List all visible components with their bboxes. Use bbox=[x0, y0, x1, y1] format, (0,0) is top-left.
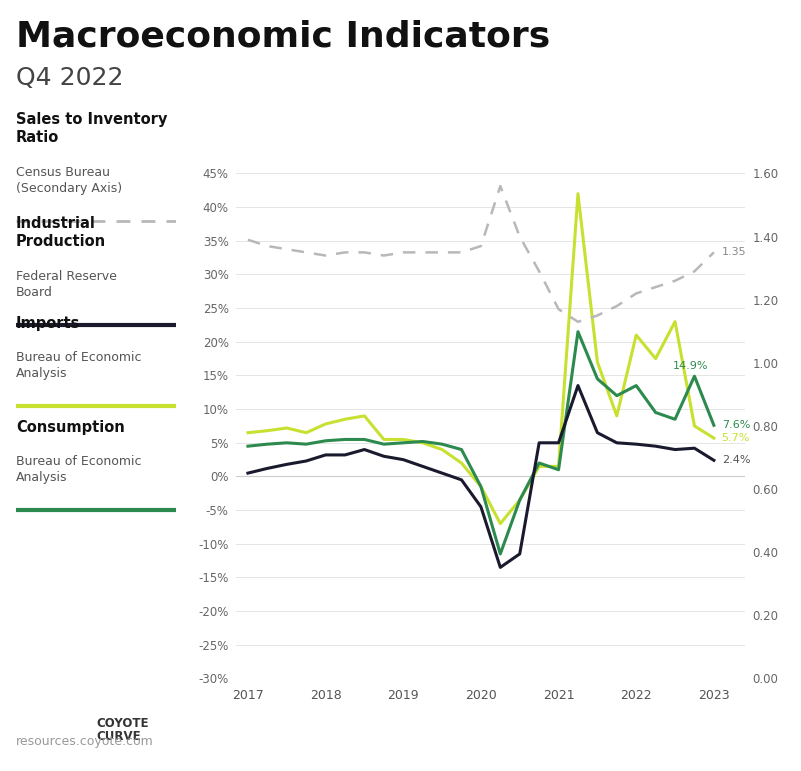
Text: resources.coyote.com: resources.coyote.com bbox=[16, 735, 154, 748]
Text: 5.7%: 5.7% bbox=[722, 433, 750, 443]
Text: Imports: Imports bbox=[16, 316, 80, 331]
Text: Sales to Inventory
Ratio: Sales to Inventory Ratio bbox=[16, 112, 167, 146]
Text: COYOTE
CURVE: COYOTE CURVE bbox=[96, 717, 149, 743]
Text: Q4 2022: Q4 2022 bbox=[16, 66, 123, 89]
Text: 2.4%: 2.4% bbox=[722, 456, 750, 466]
Text: 14.9%: 14.9% bbox=[673, 361, 708, 371]
Text: Bureau of Economic
Analysis: Bureau of Economic Analysis bbox=[16, 351, 142, 380]
Text: Census Bureau
(Secondary Axis): Census Bureau (Secondary Axis) bbox=[16, 166, 122, 195]
Text: Bureau of Economic
Analysis: Bureau of Economic Analysis bbox=[16, 455, 142, 484]
Text: Federal Reserve
Board: Federal Reserve Board bbox=[16, 270, 117, 299]
Text: 7.6%: 7.6% bbox=[722, 420, 750, 430]
Text: Macroeconomic Indicators: Macroeconomic Indicators bbox=[16, 19, 550, 53]
Text: 1.35: 1.35 bbox=[722, 247, 747, 258]
Text: Industrial
Production: Industrial Production bbox=[16, 216, 107, 250]
Text: Consumption: Consumption bbox=[16, 420, 125, 435]
